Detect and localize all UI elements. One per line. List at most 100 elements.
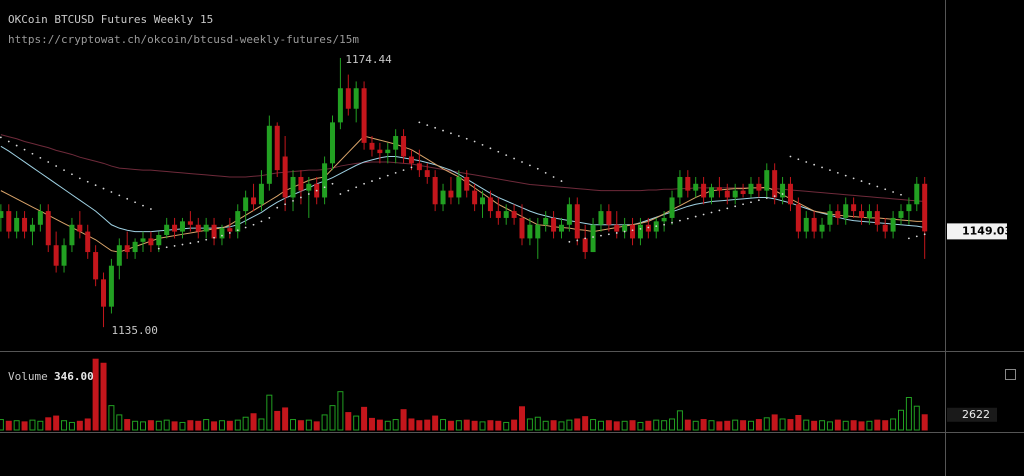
candle-body [590, 224, 596, 253]
volume-bar [913, 405, 920, 431]
volume-bar [471, 420, 478, 431]
volume-bar [282, 407, 289, 431]
candle-body [701, 183, 707, 198]
volume-bar [771, 414, 778, 431]
candle-body [566, 204, 572, 225]
candle-body [740, 190, 746, 195]
candle-body [756, 183, 762, 191]
volume-bar [479, 421, 486, 431]
candle-body [282, 156, 288, 198]
volume-bar [384, 420, 391, 431]
volume-bar [898, 409, 904, 431]
candle-body [266, 125, 272, 184]
sar-dot [797, 158, 800, 161]
sar-dot [671, 221, 673, 224]
sar-dot [457, 135, 460, 137]
volume-bar [68, 421, 75, 431]
volume-bar [258, 418, 265, 431]
candle-body [874, 211, 880, 225]
volume-bar [321, 414, 328, 431]
candle-body [487, 197, 493, 212]
sar-dot [126, 197, 129, 200]
candle-body [22, 217, 28, 232]
sar-dot [189, 242, 192, 245]
volume-bar [740, 420, 747, 431]
volume-bar [337, 391, 344, 431]
candle-body [574, 204, 580, 239]
sar-dot [386, 174, 389, 177]
candle-body [630, 224, 636, 239]
sar-dot [829, 169, 831, 172]
volume-bar [637, 421, 644, 431]
candle-body [527, 224, 533, 239]
sar-dot [205, 238, 208, 241]
sar-dot [757, 199, 760, 202]
sar-dot [394, 171, 397, 174]
volume-bar [550, 420, 557, 431]
candle-body [243, 197, 249, 212]
candle-body [748, 183, 754, 195]
sar-dot [221, 234, 223, 237]
sar-dot [355, 186, 358, 189]
sar-dot [560, 180, 563, 182]
sar-dot [228, 232, 231, 234]
volume-bar [747, 420, 754, 431]
volume-bar [511, 419, 518, 431]
volume-bar [566, 419, 573, 431]
sar-dot [94, 184, 97, 187]
volume-bar [432, 415, 439, 431]
volume-bar [487, 420, 494, 431]
sar-dot [513, 157, 516, 160]
volume-bar [234, 419, 241, 431]
last-price-box [947, 223, 1007, 240]
volume-bar [732, 419, 739, 431]
volume-bar [132, 420, 139, 431]
sar-dot [434, 126, 437, 129]
sar-dot [418, 121, 421, 124]
sar-dot [331, 182, 334, 185]
volume-bar [834, 419, 841, 431]
candle-body [187, 221, 193, 225]
sar-dot [860, 180, 863, 182]
volume-bar [795, 414, 802, 431]
sar-dot [481, 144, 484, 146]
candle-body [330, 122, 335, 164]
volume-bar [368, 417, 375, 431]
sar-dot [923, 233, 926, 236]
volume-bar [526, 418, 533, 431]
volume-bar [921, 414, 928, 431]
candle-body [890, 217, 896, 232]
sar-dot [23, 148, 26, 151]
sar-dot [821, 166, 823, 169]
volume-bar [84, 418, 91, 431]
volume-bar [313, 421, 320, 431]
sar-dot [521, 161, 523, 163]
sar-dot [639, 227, 642, 230]
ma-line [0, 145, 925, 233]
sar-dot [552, 176, 555, 178]
candle-body [353, 88, 359, 109]
volume-bar [53, 415, 60, 431]
candle-body [835, 211, 841, 218]
sar-dot [39, 156, 42, 159]
last-volume-label: 2622 [962, 408, 990, 421]
candle-body [345, 88, 351, 109]
sar-dot [323, 186, 326, 189]
sar-dot [110, 191, 113, 193]
volume-bar [140, 421, 146, 431]
sar-dot [0, 136, 2, 139]
candle-body [369, 142, 375, 150]
volume-bar [392, 419, 399, 431]
candle-body [61, 245, 67, 266]
volume-bar [582, 416, 589, 431]
candle-body [724, 190, 730, 198]
panel-toggle[interactable] [1005, 369, 1016, 380]
volume-bar [211, 421, 218, 431]
volume-bar [842, 420, 849, 431]
candle-body [203, 224, 209, 232]
sar-dot [505, 154, 508, 157]
volume-bar [787, 419, 794, 431]
sar-dot [750, 201, 752, 204]
candle-body [408, 156, 414, 164]
